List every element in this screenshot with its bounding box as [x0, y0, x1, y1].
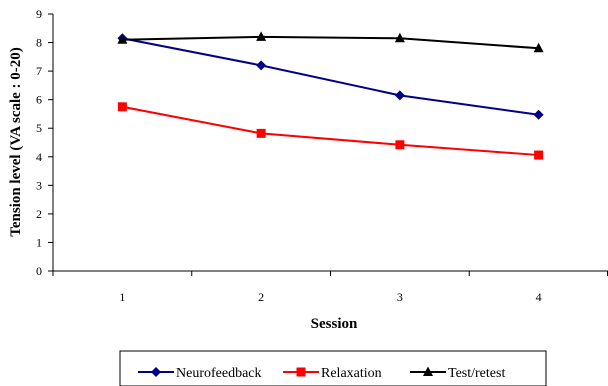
series-relaxation — [117, 102, 544, 160]
data-point — [533, 109, 544, 120]
y-tick-label: 5 — [36, 121, 42, 135]
data-point — [117, 34, 128, 44]
data-point — [533, 42, 544, 53]
data-point — [256, 31, 267, 41]
y-tick-label: 1 — [36, 235, 42, 249]
x-tick-label: 1 — [119, 290, 125, 304]
data-point — [395, 140, 405, 150]
legend-swatch-marker — [151, 367, 161, 377]
y-axis-title: Tension level (VA scale : 0-20) — [8, 47, 24, 237]
y-tick-label: 3 — [36, 178, 42, 192]
y-tick-label: 4 — [36, 150, 42, 164]
data-point — [394, 90, 405, 101]
legend-swatch-marker — [296, 367, 306, 377]
legend-label: Test/retest — [448, 366, 505, 381]
legend-box — [119, 350, 547, 386]
data-point — [256, 128, 266, 138]
legend-item: Neurofeedback — [138, 366, 262, 381]
series-line — [122, 105, 539, 157]
data-point — [256, 60, 267, 71]
data-point — [534, 150, 544, 160]
data-point — [117, 102, 127, 112]
legend-item: Test/retest — [410, 366, 505, 381]
legend-label: Neurofeedback — [176, 366, 262, 381]
x-axis: 1 2 3 4 — [52, 270, 608, 304]
series-lines — [117, 31, 544, 160]
series-line — [122, 37, 539, 116]
y-tick-label: 7 — [36, 64, 42, 78]
x-tick-label: 2 — [258, 290, 264, 304]
y-tick-label: 9 — [36, 7, 42, 21]
legend-swatch-marker — [423, 366, 433, 376]
legend: Neurofeedback Relaxation Test/retest — [119, 350, 547, 386]
x-tick-label: 4 — [536, 290, 542, 304]
y-axis: 0 1 2 3 4 5 6 7 8 9 — [36, 7, 54, 278]
data-point — [394, 32, 405, 43]
x-tick-label: 3 — [397, 290, 403, 304]
y-tick-label: 2 — [36, 207, 42, 221]
series-line — [122, 35, 539, 50]
legend-item: Relaxation — [283, 366, 382, 381]
y-tick-label: 0 — [36, 264, 42, 278]
x-axis-title: Session — [311, 316, 358, 332]
series-test-retest — [117, 31, 544, 53]
legend-label: Relaxation — [321, 366, 382, 381]
series-neurofeedback — [117, 33, 544, 120]
y-tick-label: 8 — [36, 36, 42, 50]
y-tick-label: 6 — [36, 93, 42, 107]
